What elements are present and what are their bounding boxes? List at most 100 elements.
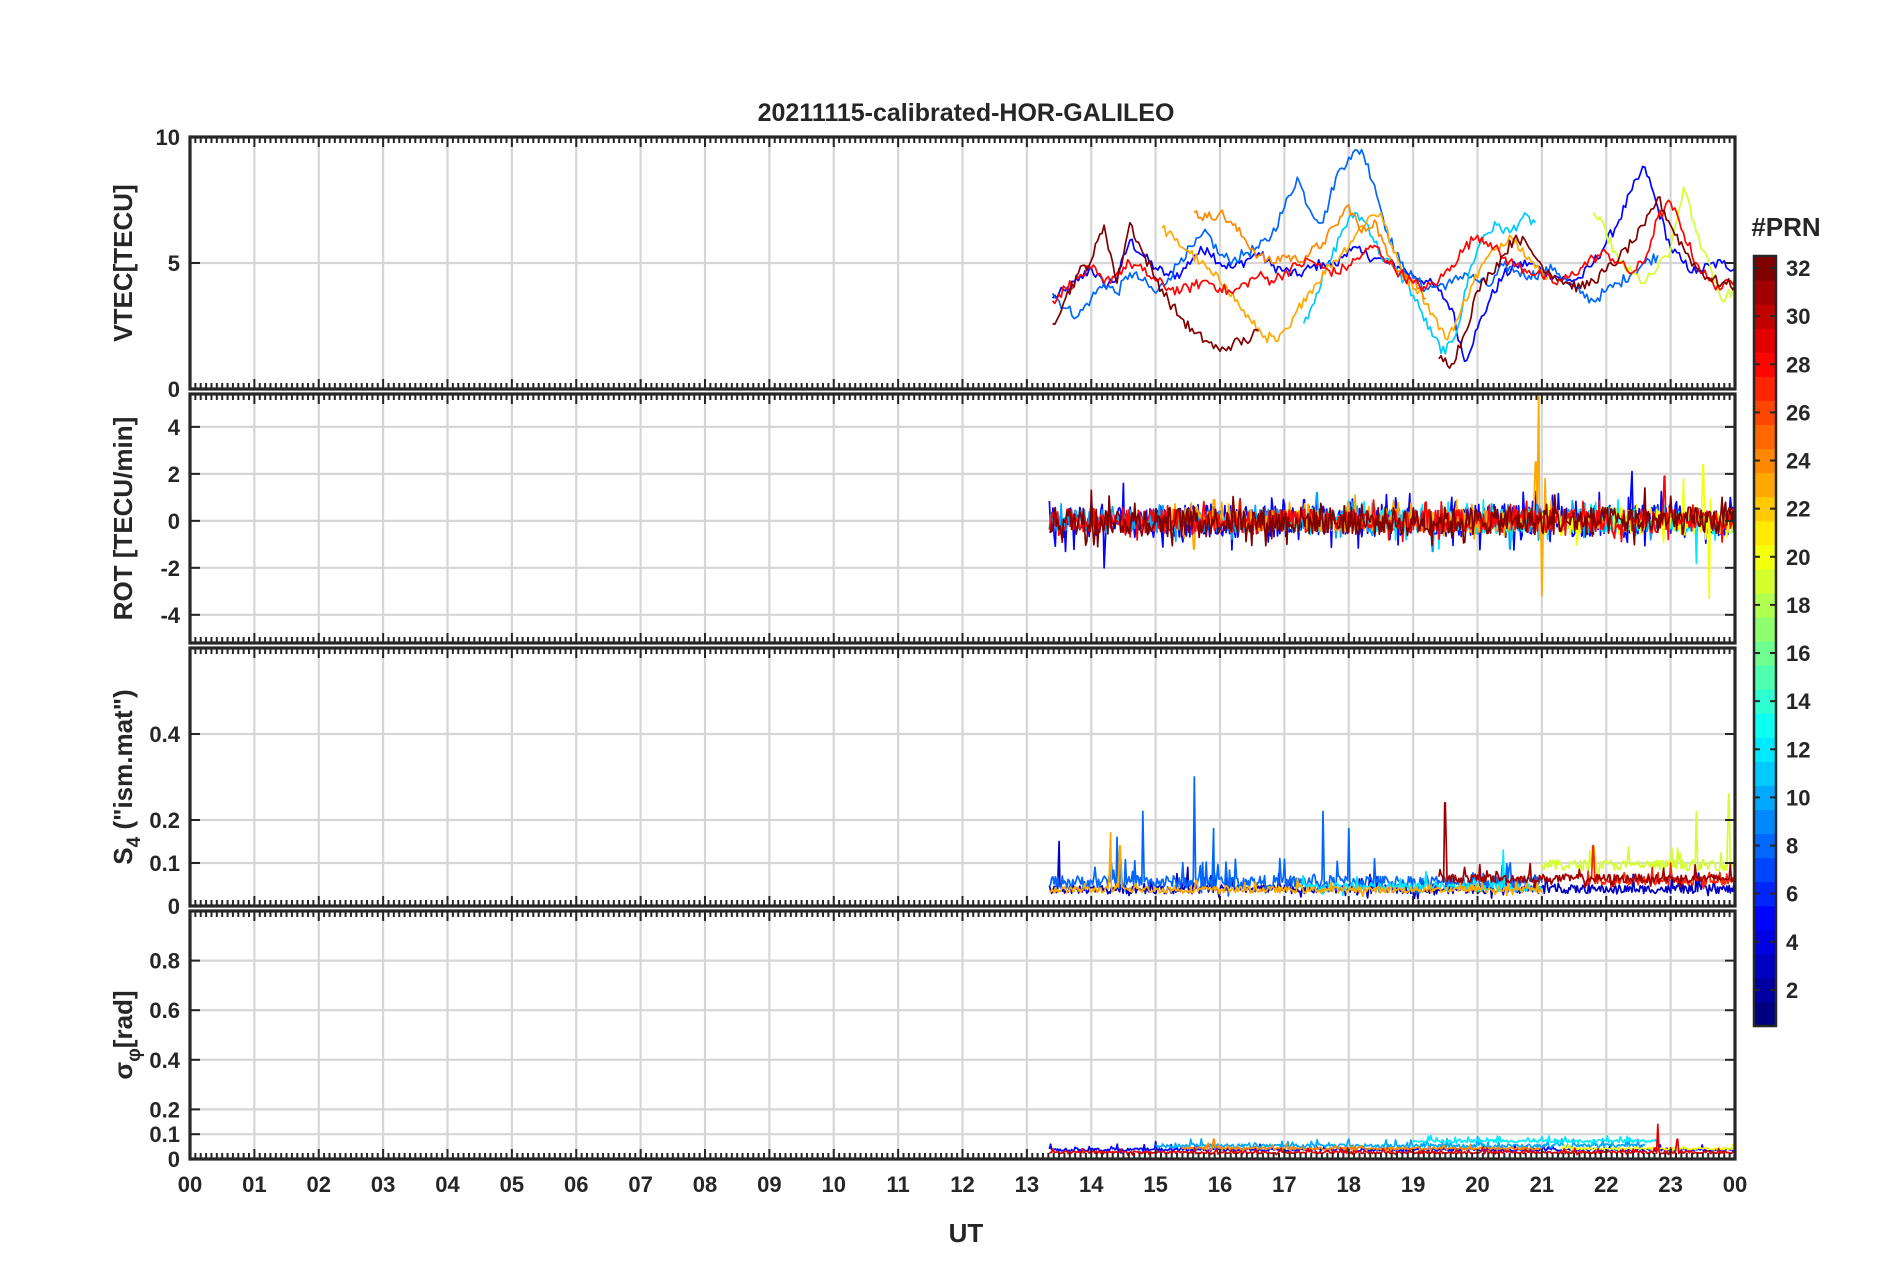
y-tick-label: 0 [168, 894, 180, 919]
plot-area-rot [1048, 395, 1735, 600]
colorbar-segment [1754, 352, 1776, 377]
x-tick-label: 05 [500, 1172, 524, 1197]
colorbar-segment [1754, 472, 1776, 498]
colorbar-tick-label: 26 [1786, 400, 1810, 425]
colorbar-tick-label: 10 [1786, 785, 1810, 810]
y-axis-label-subscript: φ [124, 1048, 145, 1062]
series-line-prn-8 [1051, 148, 1659, 320]
panel-vtec: 0 5 10 VTEC[TECU] [108, 125, 1737, 402]
y-axis-label: ROT [TECU/min] [108, 417, 138, 621]
colorbar-tick-label: 24 [1786, 449, 1811, 474]
colorbar-segment [1754, 520, 1776, 546]
plot-area-s4 [1048, 776, 1735, 900]
x-tick-label: 21 [1530, 1172, 1554, 1197]
y-tick-label: 10 [156, 125, 180, 150]
panel-s4: 00.10.20.4S4 ("ism.mat") [108, 646, 1737, 919]
y-tick-label: 0 [168, 1147, 180, 1172]
colorbar-segment [1754, 665, 1776, 690]
panel-frame [188, 646, 1737, 908]
panel-frame [188, 909, 1737, 1161]
colorbar-segment [1754, 737, 1776, 762]
colorbar-segment [1754, 929, 1776, 955]
colorbar-segment [1754, 304, 1776, 329]
series-line-prn-28 [1051, 199, 1735, 305]
colorbar-tick-label: 8 [1786, 834, 1798, 859]
x-tick-label: 09 [757, 1172, 781, 1197]
x-tick-label: 13 [1015, 1172, 1039, 1197]
x-tick-label: 11 [886, 1172, 909, 1197]
x-tick-label: 04 [435, 1172, 460, 1197]
series-line-prn-31 [1438, 801, 1735, 889]
y-tick-label: 5 [168, 251, 180, 276]
x-axis: UT 00 01 02 03 04 05 06 07 08 09 10 11 12 13 14 15 16 17 1… [178, 1172, 1747, 1248]
colorbar-segment [1754, 448, 1776, 474]
colorbar-segment [1754, 761, 1776, 786]
y-axis-label: σφ[rad] [108, 990, 145, 1079]
colorbar-tick-label: 18 [1786, 593, 1810, 618]
colorbar-title: #PRN [1751, 212, 1820, 242]
series-line-prn-27 [1586, 844, 1735, 890]
colorbar-tick-label: 32 [1786, 256, 1810, 281]
x-tick-label: 02 [307, 1172, 331, 1197]
y-tick-label: 0.4 [149, 1048, 180, 1073]
colorbar-tick-label: 20 [1786, 545, 1810, 570]
x-tick-label: 08 [693, 1172, 717, 1197]
colorbar-segment [1754, 905, 1776, 931]
x-tick-label: 01 [242, 1172, 266, 1197]
series-line-prn-20 [1560, 1143, 1735, 1152]
y-tick-label: 0.6 [149, 998, 180, 1023]
y-tick-label: 0 [168, 377, 180, 402]
y-tick-label: 2 [168, 462, 180, 487]
y-tick-label: 0.1 [149, 851, 180, 876]
panel-frame [188, 392, 1737, 645]
x-tick-label: 17 [1272, 1172, 1296, 1197]
y-tick-label: 0.2 [149, 808, 180, 833]
colorbar-segment [1754, 641, 1776, 666]
x-tick-label: 15 [1143, 1172, 1167, 1197]
y-axis-label-main: σ [108, 1062, 138, 1080]
series-line-prn-19 [1592, 186, 1735, 303]
series-line-prn-5 [1051, 165, 1735, 363]
colorbar-tick-label: 28 [1786, 352, 1810, 377]
colorbar-segment [1754, 376, 1776, 401]
colorbar-segment [1754, 424, 1776, 450]
series-line-prn-32 [1048, 487, 1735, 548]
colorbar-segment [1754, 953, 1776, 979]
series-line-prn-24 [1193, 204, 1427, 300]
colorbar-segment [1754, 857, 1776, 883]
colorbar-segment [1754, 256, 1776, 281]
series-line-prn-32 [1052, 221, 1260, 353]
y-axis-label: VTEC[TECU] [108, 184, 138, 341]
colorbar-segment [1754, 280, 1776, 305]
x-tick-label: 14 [1079, 1172, 1104, 1197]
series-line-prn-19 [1541, 793, 1735, 878]
colorbar-tick-label: 14 [1786, 689, 1811, 714]
y-axis-label-subscript: 4 [124, 836, 145, 847]
x-tick-label: 00 [178, 1172, 202, 1197]
x-axis-label: UT [949, 1218, 984, 1248]
colorbar-segment [1754, 809, 1776, 835]
series-line-prn-11 [1302, 211, 1537, 355]
series-line-prn-12 [1296, 849, 1543, 897]
x-tick-label: 20 [1465, 1172, 1489, 1197]
colorbar-segment [1754, 881, 1776, 907]
colorbar-segment [1754, 328, 1776, 353]
y-axis-label-main: S [108, 847, 138, 864]
colorbar-tick-label: 4 [1786, 930, 1799, 955]
panel-rot: -4 -2 0 2 4 ROT [TECU/min] [108, 392, 1737, 645]
panel-sigma: 00.10.20.40.60.8σφ[rad] [108, 909, 1737, 1172]
x-tick-label: 19 [1401, 1172, 1425, 1197]
chart-title: 20211115-calibrated-HOR-GALILEO [758, 99, 1175, 127]
colorbar-segment [1754, 568, 1776, 594]
colorbar-segment [1754, 592, 1776, 618]
x-tick-label: 18 [1337, 1172, 1361, 1197]
colorbar-tick-label: 22 [1786, 497, 1810, 522]
colorbar-tick-label: 6 [1786, 882, 1798, 907]
x-tick-label: 10 [822, 1172, 846, 1197]
x-tick-label: 12 [950, 1172, 974, 1197]
series-line-prn-29 [1048, 1123, 1735, 1156]
colorbar-segment [1754, 544, 1776, 570]
x-tick-label: 03 [371, 1172, 395, 1197]
